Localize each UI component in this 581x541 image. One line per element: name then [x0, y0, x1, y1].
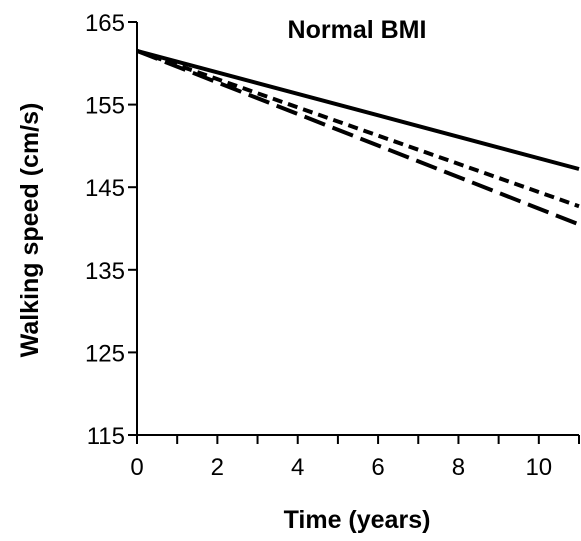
y-tick-label: 165: [85, 10, 125, 37]
y-tick-label: 135: [85, 258, 125, 285]
y-axis-ticks: 115 125 135 145 155 165: [85, 10, 137, 450]
x-tick-label: 8: [452, 454, 465, 481]
y-axis-title: Walking speed (cm/s): [16, 103, 44, 358]
y-tick-label: 115: [87, 423, 125, 450]
x-tick-label: 2: [211, 454, 224, 481]
y-tick-label: 125: [85, 340, 125, 367]
x-tick-label: 0: [130, 454, 143, 481]
series-line-short-dash: [136, 49, 580, 209]
x-tick-label: 4: [291, 454, 304, 481]
x-tick-label: 6: [371, 454, 384, 481]
series-line-solid: [136, 48, 580, 171]
x-axis-ticks: 0 2 4 6 8 10: [130, 435, 580, 481]
series-lines: [136, 48, 580, 227]
y-tick-label: 155: [85, 93, 125, 120]
x-tick-label: 10: [525, 454, 552, 481]
series-line-long-dash: [136, 49, 580, 227]
x-axis-title: Time (years): [284, 506, 431, 534]
chart-title: Normal BMI: [288, 16, 427, 44]
y-tick-label: 145: [85, 175, 125, 202]
